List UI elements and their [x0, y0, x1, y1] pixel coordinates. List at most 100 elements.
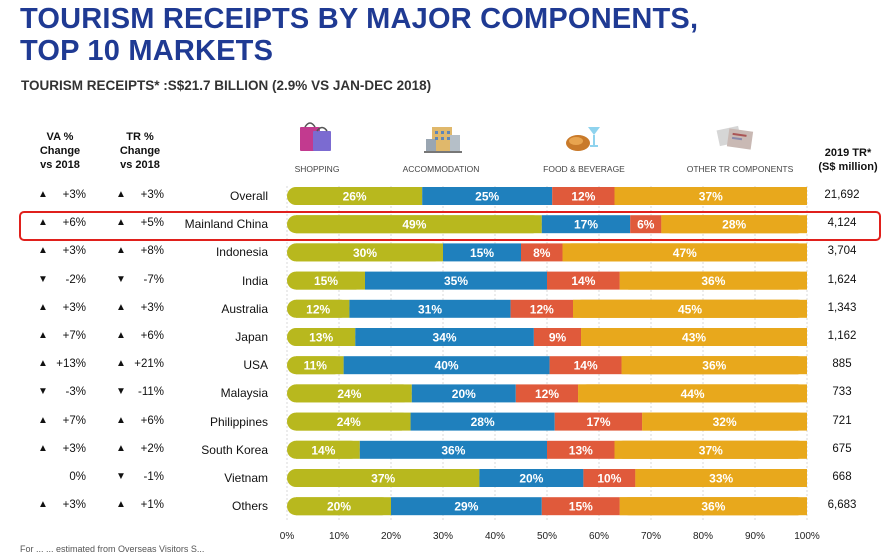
- tr-change: -11%: [138, 386, 164, 399]
- va-arrow-icon: ▲: [38, 358, 48, 370]
- bar-data-label: 28%: [722, 218, 746, 232]
- bar-segment-end-fill: [562, 243, 798, 262]
- highlight-box: [19, 211, 881, 241]
- x-tick-label: 90%: [745, 531, 765, 542]
- bar-data-label: 14%: [574, 359, 598, 373]
- bar-data-label: 37%: [371, 472, 395, 486]
- bar-data-label: 13%: [569, 443, 593, 457]
- bar-segment: [422, 187, 553, 205]
- bar-segment-fill: [296, 271, 365, 290]
- x-tick-label: 40%: [485, 531, 505, 542]
- bar-segment: [510, 299, 573, 318]
- va-head-line-1: VA %: [46, 131, 74, 143]
- bar-segment: [391, 497, 542, 516]
- bar-data-label: 12%: [571, 190, 595, 204]
- bar-segment-fill: [296, 497, 391, 516]
- bar-segment-end-fill: [581, 328, 798, 346]
- market-label: Malaysia: [220, 386, 268, 401]
- market-label: Australia: [221, 301, 268, 316]
- bar-segment: [515, 384, 579, 403]
- market-label: Vietnam: [224, 471, 268, 485]
- bar-data-label: 24%: [337, 415, 361, 429]
- tickets-icon: [716, 125, 754, 150]
- food-drink-icon: [566, 127, 600, 151]
- va-arrow-icon: ▲: [38, 414, 48, 426]
- bar-segment-end-fill: [614, 187, 798, 205]
- va-arrow-icon: ▲: [38, 189, 48, 200]
- bar-data-label: 40%: [435, 359, 459, 373]
- va-change: +3%: [62, 301, 86, 314]
- tr-change: +2%: [140, 442, 164, 455]
- bar-segment: [547, 440, 615, 459]
- bar-data-label: 37%: [699, 190, 723, 204]
- bar-data-label: 43%: [682, 331, 706, 345]
- x-tick-label: 30%: [433, 531, 453, 542]
- tr-arrow-icon: ▲: [116, 301, 126, 313]
- tr-arrow-icon: ▲: [116, 499, 126, 511]
- total-tr-value: 1,162: [827, 330, 857, 342]
- bar-segment-end-fill: [642, 412, 798, 431]
- bar-segment-fill: [296, 243, 443, 262]
- bar-segment-fill: [296, 328, 356, 346]
- va-arrow-icon: ▲: [38, 499, 48, 511]
- bar-segment: [359, 440, 547, 459]
- tr-arrow-icon: ▲: [116, 189, 126, 200]
- x-tick-label: 60%: [589, 531, 609, 542]
- total-head-line-2: (S$ million): [818, 161, 878, 173]
- tr-change: +6%: [140, 414, 164, 427]
- bar-data-label: 14%: [311, 443, 335, 457]
- market-label: Others: [231, 499, 268, 514]
- tr-change-header: TR % Change vs 2018: [108, 130, 172, 172]
- chart-title: TOURISM RECEIPTS BY MAJOR COMPONENTS, TO…: [20, 3, 698, 67]
- va-change: -3%: [65, 386, 86, 399]
- total-tr-value: 668: [832, 471, 852, 483]
- va-arrow-icon: ▲: [38, 245, 48, 257]
- total-tr-value: 675: [832, 442, 852, 455]
- tr-change: +1%: [140, 499, 164, 512]
- va-change: +7%: [62, 330, 86, 342]
- tr-head-line-1: TR %: [126, 131, 154, 143]
- total-tr-value: 21,692: [824, 189, 860, 201]
- bar-segment-fill: [296, 384, 412, 403]
- tr-change: +8%: [140, 245, 164, 258]
- tr-change: +6%: [140, 330, 164, 342]
- va-arrow-icon: ▼: [38, 386, 48, 398]
- bar-segment: [410, 412, 555, 431]
- bar-segment-end-fill: [578, 384, 798, 403]
- x-tick-label: 0%: [280, 531, 295, 542]
- bar-data-label: 8%: [533, 246, 551, 260]
- bar-segment: [349, 299, 511, 318]
- bar-data-label: 17%: [586, 415, 610, 429]
- bar-segment-end-fill: [614, 440, 798, 459]
- bar-data-label: 29%: [454, 500, 478, 514]
- legend-shopping: SHOPPING: [294, 164, 340, 174]
- va-arrow-icon: ▲: [38, 330, 48, 341]
- bar-data-label: 15%: [314, 274, 338, 288]
- bar-data-label: 13%: [309, 331, 333, 345]
- bar-segment: [541, 215, 631, 234]
- bar-segment: [365, 271, 547, 290]
- bar-segment: [552, 187, 615, 205]
- bar-data-label: 36%: [701, 500, 725, 514]
- tr-change: -7%: [143, 273, 164, 286]
- bar-data-label: 25%: [475, 190, 499, 204]
- bar-data-label: 12%: [535, 387, 559, 401]
- total-tr-value: 1,624: [827, 273, 857, 286]
- tr-head-line-2: Change: [119, 145, 161, 157]
- bar-data-label: 20%: [452, 387, 476, 401]
- bar-data-label: 15%: [569, 500, 593, 514]
- bar-segment: [583, 469, 636, 487]
- total-tr-value: 1,343: [827, 301, 857, 314]
- va-head-line-2: Change: [39, 145, 81, 157]
- bar-segment-fill: [296, 215, 542, 234]
- tr-arrow-icon: ▼: [116, 471, 126, 482]
- hotel-icon: [424, 127, 462, 153]
- bar-segment: [541, 497, 620, 516]
- va-change: 0%: [69, 471, 86, 483]
- va-change: -2%: [65, 273, 86, 286]
- bar-data-label: 31%: [418, 302, 442, 316]
- total-tr-header: 2019 TR* (S$ million): [812, 146, 884, 174]
- market-label: South Korea: [201, 442, 268, 457]
- bar-data-label: 17%: [574, 218, 598, 232]
